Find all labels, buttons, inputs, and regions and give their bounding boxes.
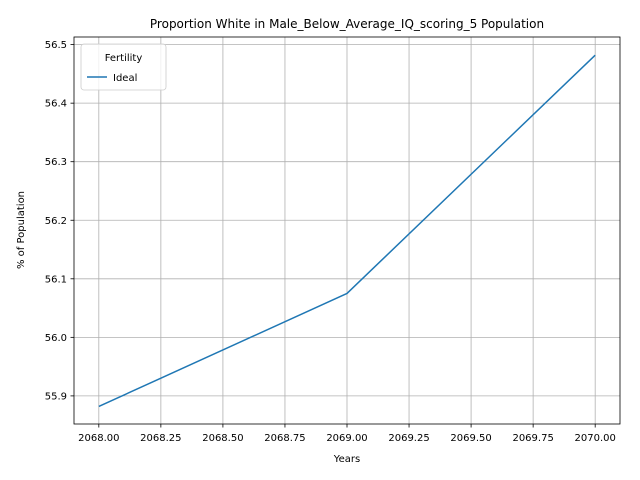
x-tick-label: 2070.00 — [575, 433, 616, 444]
y-tick-label: 56.2 — [45, 216, 67, 227]
series-line-ideal — [98, 54, 596, 408]
legend: Fertility Ideal — [80, 43, 167, 91]
x-tick-label: 2069.75 — [512, 433, 553, 444]
x-tick-label: 2069.00 — [326, 433, 367, 444]
x-axis-title: Years — [333, 454, 360, 465]
chart-title: Proportion White in Male_Below_Average_I… — [150, 17, 544, 31]
y-axis-title: % of Population — [16, 191, 27, 269]
y-tick-label: 56.3 — [45, 157, 67, 168]
y-tick-label: 55.9 — [45, 391, 67, 402]
y-tick-label: 56.0 — [45, 333, 67, 344]
x-tick-label: 2069.25 — [388, 433, 429, 444]
legend-box — [80, 43, 167, 91]
legend-title: Fertility — [105, 53, 143, 64]
x-tick-label: 2068.50 — [202, 433, 243, 444]
x-tick-label: 2069.50 — [450, 433, 491, 444]
y-tick-label: 56.5 — [45, 40, 67, 51]
grid — [74, 37, 620, 424]
x-tick-label: 2068.75 — [264, 433, 305, 444]
x-tick-label: 2068.00 — [78, 433, 119, 444]
ticks: 2068.00 2068.25 2068.50 2068.75 2069.00 2069.… — [45, 40, 616, 444]
x-tick-label: 2068.25 — [140, 433, 181, 444]
y-tick-label: 56.1 — [45, 274, 67, 285]
legend-label-ideal: Ideal — [113, 73, 137, 84]
series-layer — [98, 54, 596, 408]
y-tick-label: 56.4 — [45, 99, 67, 110]
